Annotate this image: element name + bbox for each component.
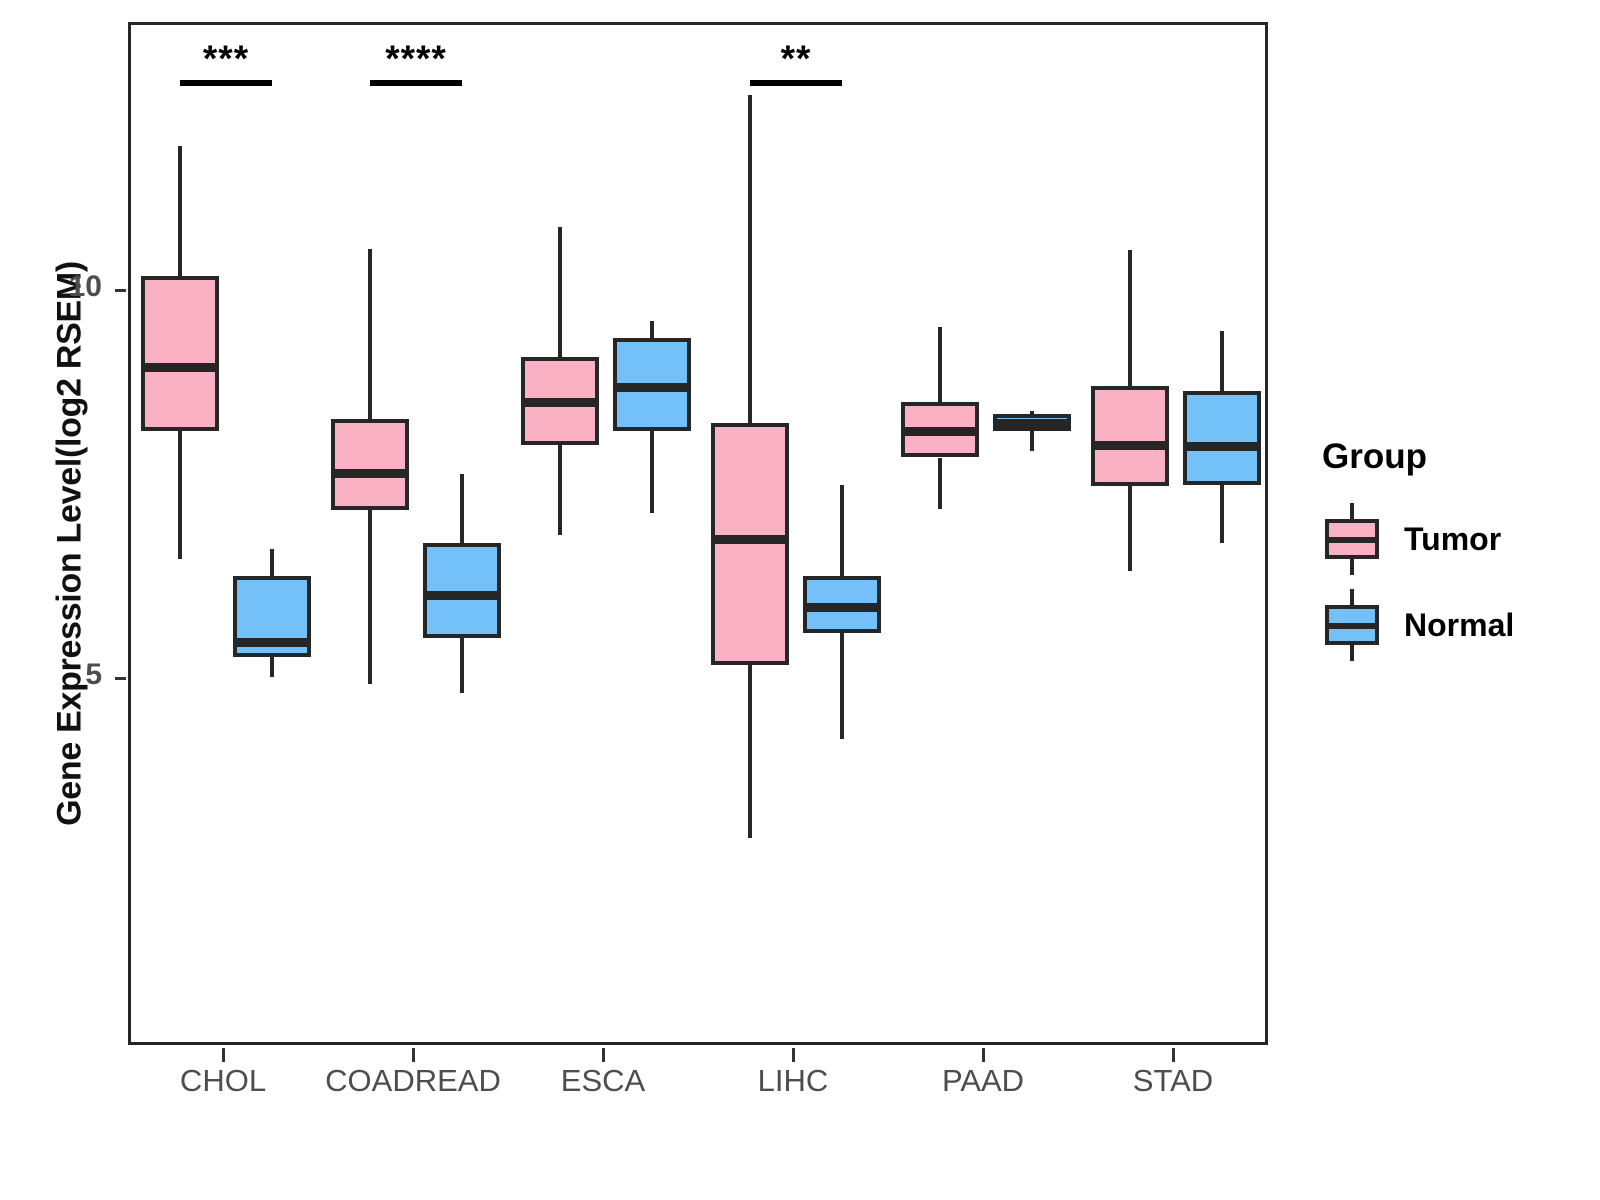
y-tick-label: 10 xyxy=(68,270,102,303)
whisker-upper xyxy=(178,145,182,276)
whisker-lower xyxy=(938,457,942,509)
x-tick-label: ESCA xyxy=(560,1063,646,1098)
median-line xyxy=(803,602,881,612)
plot-panel: *** **** ** xyxy=(128,22,1268,1045)
whisker-lower xyxy=(650,431,654,513)
legend-item-label: Tumor xyxy=(1404,520,1502,557)
whisker-upper xyxy=(840,485,844,577)
median-line xyxy=(1183,441,1261,451)
box-rect xyxy=(711,423,789,665)
x-tick-mark xyxy=(1172,1048,1175,1062)
box-rect xyxy=(1183,390,1261,485)
whisker-upper xyxy=(938,327,942,402)
whisker-upper xyxy=(748,95,752,424)
whisker-lower xyxy=(460,638,464,693)
median-line xyxy=(423,590,501,600)
legend-item-tumor[interactable]: Tumor xyxy=(1322,503,1592,575)
box-rect xyxy=(331,418,409,511)
whisker-upper xyxy=(1220,331,1224,391)
whisker-lower xyxy=(840,632,844,740)
x-tick-label: COADREAD xyxy=(325,1063,501,1098)
median-line xyxy=(233,638,311,648)
whisker-lower xyxy=(368,510,372,685)
x-tick-mark xyxy=(222,1048,225,1062)
whisker-lower xyxy=(1220,484,1224,543)
x-tick-label: STAD xyxy=(1132,1063,1214,1098)
median-line xyxy=(1091,441,1169,451)
whisker-upper xyxy=(1030,410,1034,415)
median-line xyxy=(141,362,219,372)
whisker-lower xyxy=(270,656,274,678)
legend-item-normal[interactable]: Normal xyxy=(1322,589,1592,661)
y-axis-title: Gene Expression Level(log2 RSEM) xyxy=(50,261,89,826)
whisker-upper xyxy=(558,227,562,358)
x-tick-label: CHOL xyxy=(179,1063,267,1098)
median-line xyxy=(993,418,1071,428)
whisker-lower xyxy=(178,431,182,560)
significance-bar xyxy=(370,79,462,86)
y-tick-mark xyxy=(115,677,126,680)
legend-title: Group xyxy=(1322,437,1427,476)
significance-label: *** xyxy=(202,37,250,79)
whisker-upper xyxy=(1128,249,1132,387)
box-rect xyxy=(1091,386,1169,487)
x-tick-mark xyxy=(412,1048,415,1062)
y-tick-label: 5 xyxy=(85,658,102,691)
legend: Group Tumor Normal xyxy=(1322,437,1592,675)
median-line xyxy=(521,397,599,407)
box-rect xyxy=(423,542,501,639)
x-tick-mark xyxy=(792,1048,795,1062)
whisker-lower xyxy=(1030,431,1034,452)
significance-label: **** xyxy=(385,37,447,79)
plot-area: *** **** ** xyxy=(131,25,1265,1042)
legend-key-icon xyxy=(1322,503,1382,575)
whisker-lower xyxy=(558,445,562,536)
median-line xyxy=(613,382,691,392)
y-tick-mark xyxy=(115,289,126,292)
legend-key-icon xyxy=(1322,589,1382,661)
whisker-lower xyxy=(748,664,752,838)
whisker-upper xyxy=(270,549,274,577)
box-rect xyxy=(141,275,219,432)
whisker-lower xyxy=(1128,486,1132,571)
median-line xyxy=(711,534,789,544)
whisker-upper xyxy=(368,248,372,419)
x-tick-label: LIHC xyxy=(757,1063,829,1098)
whisker-upper xyxy=(460,473,464,543)
significance-bar xyxy=(750,79,842,86)
x-tick-label: PAAD xyxy=(941,1063,1025,1098)
legend-item-label: Normal xyxy=(1404,606,1515,643)
x-tick-mark xyxy=(982,1048,985,1062)
whisker-upper xyxy=(650,320,654,338)
median-line xyxy=(331,469,409,479)
legend-items: Tumor Normal xyxy=(1322,503,1592,661)
median-line xyxy=(901,427,979,437)
significance-bar xyxy=(180,79,272,86)
significance-label: ** xyxy=(780,37,812,79)
x-tick-mark xyxy=(602,1048,605,1062)
